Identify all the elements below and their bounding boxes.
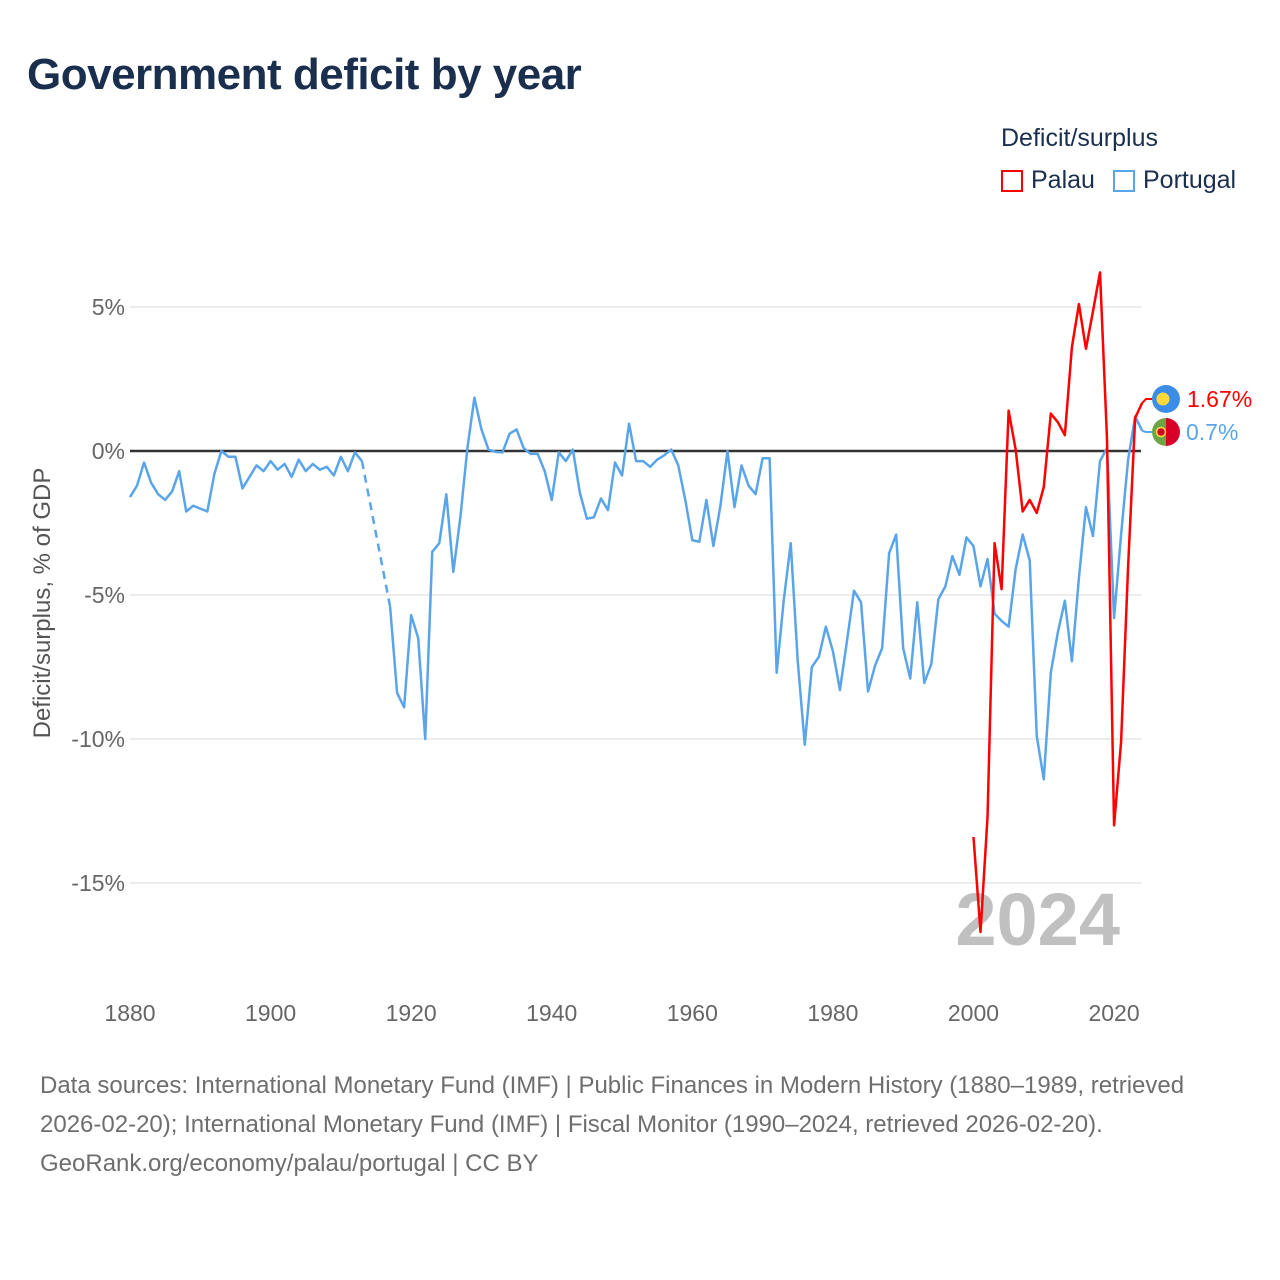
y-tick-label: 5% [92, 294, 125, 320]
x-tick-label: 1980 [807, 1000, 858, 1026]
x-tick-label: 2020 [1088, 1000, 1139, 1026]
portugal-gap-line [360, 460, 392, 607]
y-tick-label: -15% [71, 870, 125, 896]
palau-swatch-icon [1001, 169, 1023, 192]
x-tick-label: 2000 [948, 1000, 999, 1026]
legend-title: Deficit/surplus [1001, 124, 1158, 152]
portugal-end-label: 0.7% [1186, 419, 1238, 445]
palau-series-line [972, 271, 1144, 934]
legend-label-portugal: Portugal [1143, 166, 1237, 194]
legend-label-palau: Palau [1031, 166, 1095, 194]
line-chart: 5% 0% -5% -10% -15% 1880 1900 1920 1940 1960 1980 2… [29, 271, 1252, 1026]
x-tick-label: 1900 [245, 1000, 296, 1026]
y-tick-label: -5% [84, 582, 125, 608]
footer: Data sources: International Monetary Fun… [40, 1066, 1240, 1183]
x-tick-label: 1880 [104, 1000, 155, 1026]
portugal-connector [1141, 429, 1152, 433]
y-tick-label: 0% [92, 438, 125, 464]
palau-connector [1141, 398, 1152, 404]
palau-flag-moon [1156, 392, 1170, 406]
x-tick-label: 1920 [386, 1000, 437, 1026]
y-tick-label: -10% [71, 726, 125, 752]
chart-title: Government deficit by year [27, 50, 582, 99]
palau-end-label: 1.67% [1187, 386, 1252, 412]
x-tick-label: 1940 [526, 1000, 577, 1026]
portugal-swatch-icon [1113, 169, 1135, 192]
credit-link[interactable]: GeoRank.org/economy/palau/portugal | CC … [40, 1150, 539, 1177]
portugal-series-line [388, 396, 1144, 781]
portugal-flag-red [1166, 418, 1180, 446]
data-sources: Data sources: International Monetary Fun… [40, 1072, 1185, 1138]
portugal-series-line [128, 449, 363, 513]
legend-item-palau[interactable]: Palau [1001, 166, 1095, 195]
portugal-flag-emblem [1155, 426, 1167, 438]
y-axis-label: Deficit/surplus, % of GDP [29, 468, 56, 739]
x-tick-label: 1960 [667, 1000, 718, 1026]
legend-item-portugal[interactable]: Portugal [1113, 166, 1236, 195]
